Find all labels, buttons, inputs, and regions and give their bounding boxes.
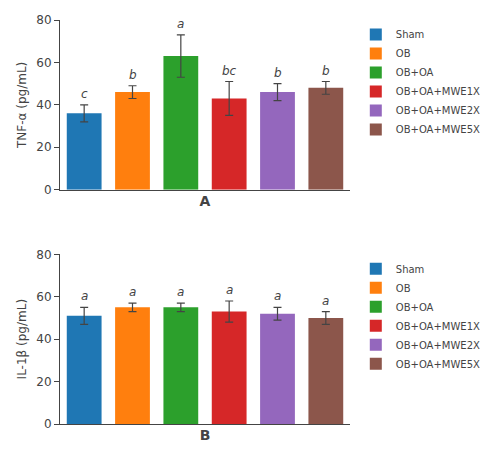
svg-text:b: b: [274, 66, 282, 80]
svg-text:c: c: [81, 87, 88, 101]
svg-text:a: a: [177, 285, 184, 299]
svg-text:60: 60: [36, 56, 51, 70]
svg-text:OB+OA+MWE2X: OB+OA+MWE2X: [396, 105, 480, 116]
svg-text:OB+OA+MWE1X: OB+OA+MWE1X: [396, 321, 480, 332]
svg-text:80: 80: [36, 13, 51, 27]
svg-text:a: a: [226, 283, 233, 297]
svg-text:b: b: [322, 64, 330, 78]
svg-text:0: 0: [44, 183, 52, 197]
svg-text:OB+OA: OB+OA: [396, 67, 434, 78]
svg-text:IL-1β (pg/mL): IL-1β (pg/mL): [15, 299, 29, 379]
svg-text:b: b: [129, 68, 137, 82]
svg-text:60: 60: [36, 290, 51, 304]
svg-text:a: a: [177, 17, 184, 31]
svg-text:a: a: [274, 289, 281, 303]
svg-text:0: 0: [44, 417, 52, 431]
svg-text:Sham: Sham: [396, 264, 425, 275]
svg-text:40: 40: [36, 98, 51, 112]
svg-text:B: B: [200, 427, 211, 443]
svg-text:OB+OA+MWE2X: OB+OA+MWE2X: [396, 340, 480, 351]
svg-text:80: 80: [36, 248, 51, 262]
svg-text:OB+OA+MWE5X: OB+OA+MWE5X: [396, 359, 480, 370]
svg-text:A: A: [200, 193, 211, 209]
svg-text:OB+OA+MWE5X: OB+OA+MWE5X: [396, 124, 480, 135]
svg-text:a: a: [322, 294, 329, 308]
svg-text:a: a: [129, 285, 136, 299]
svg-text:OB: OB: [396, 283, 411, 294]
svg-text:Sham: Sham: [396, 29, 425, 40]
svg-text:20: 20: [36, 375, 51, 389]
svg-text:OB+OA+MWE1X: OB+OA+MWE1X: [396, 86, 480, 97]
svg-text:TNF-α (pg/mL): TNF-α (pg/mL): [15, 62, 29, 149]
svg-text:a: a: [81, 289, 88, 303]
svg-text:bc: bc: [222, 64, 237, 78]
svg-text:40: 40: [36, 332, 51, 346]
svg-text:20: 20: [36, 140, 51, 154]
svg-text:OB+OA: OB+OA: [396, 302, 434, 313]
svg-text:OB: OB: [396, 48, 411, 59]
